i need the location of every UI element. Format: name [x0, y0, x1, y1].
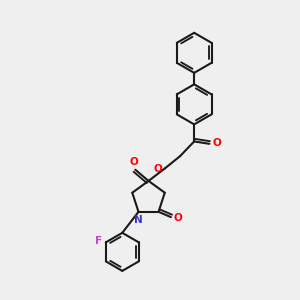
Text: O: O — [154, 164, 163, 173]
Text: F: F — [95, 236, 102, 246]
Text: O: O — [129, 158, 138, 167]
Text: O: O — [173, 213, 182, 223]
Text: N: N — [134, 215, 143, 225]
Text: O: O — [212, 138, 221, 148]
